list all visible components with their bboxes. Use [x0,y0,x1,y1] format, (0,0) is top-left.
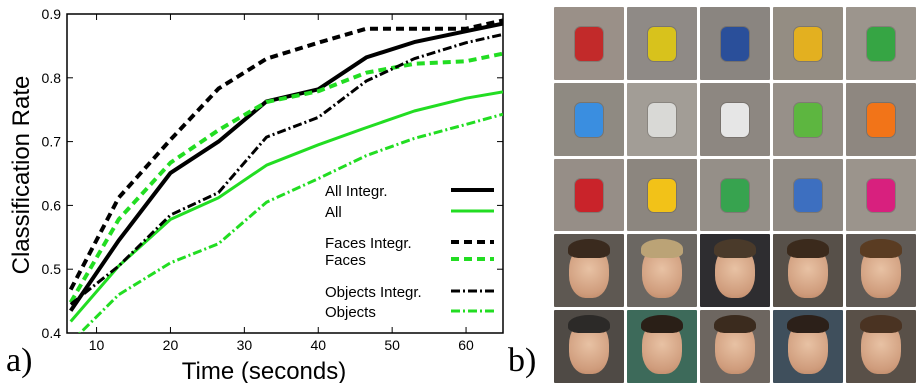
held-object-shape [794,103,822,137]
x-axis-label: Time (seconds) [182,358,346,383]
held-object-shape [794,27,822,61]
legend-label: All Integr. [325,183,388,200]
object-image-tile [627,158,697,232]
hair-shape [568,314,610,334]
face-image-tile [773,310,843,383]
object-image-tile [627,82,697,156]
held-object-shape [794,178,822,213]
legend-label: All [325,204,342,221]
y-tick-label: 0.6 [42,197,62,213]
face-image-tile [773,234,843,308]
hair-shape [568,238,610,258]
series-lines [68,18,503,333]
face-image-tile [627,310,697,383]
object-image-tile [773,7,843,80]
held-object-shape [575,27,603,61]
face-image-tile [554,310,624,383]
series-line-objects-integr [69,32,503,306]
classification-rate-chart: 10 20 30 40 50 60 0.4 0.5 0.6 0.7 0.8 0.9 All Integ… [8,6,504,383]
face-image-tile [627,234,697,308]
object-image-tile [627,7,697,80]
hair-shape [714,314,756,334]
hair-shape [787,314,829,334]
face-image-tile [846,310,916,383]
object-image-tile [846,7,916,80]
object-image-tile [700,82,770,156]
series-line-faces [68,51,503,304]
x-tick-label: 30 [237,337,253,353]
y-tick-label: 0.8 [42,70,62,86]
object-image-tile [846,82,916,156]
held-object-shape [575,178,603,213]
hair-shape [714,238,756,258]
legend-label: Objects [325,304,376,321]
hair-shape [787,238,829,258]
held-object-shape [867,27,895,61]
object-image-tile [773,82,843,156]
hair-shape [641,238,683,258]
face-image-tile [846,234,916,308]
held-object-shape [867,103,895,137]
sample-images-grid [554,7,916,383]
panel-b-label: b) [508,342,537,379]
held-object-shape [648,103,676,137]
object-image-tile [554,82,624,156]
face-image-tile [554,234,624,308]
y-tick-label: 0.4 [42,325,62,341]
x-tick-label: 20 [163,337,179,353]
held-object-shape [867,178,895,213]
object-image-tile [700,158,770,232]
hair-shape [860,314,902,334]
held-object-shape [721,103,749,137]
x-tick-label: 50 [384,337,400,353]
held-object-shape [721,27,749,61]
held-object-shape [575,103,603,137]
object-image-tile [700,7,770,80]
panel-a-label: a) [6,342,33,379]
y-tick-label: 0.5 [42,261,62,277]
face-image-tile [700,234,770,308]
y-tick-label: 0.9 [42,6,62,22]
legend-label: Objects Integr. [325,284,422,301]
hair-shape [641,314,683,334]
y-axis-label: Classification Rate [8,76,35,275]
held-object-shape [648,178,676,213]
series-line-all-integr [69,21,503,312]
series-line-faces-integr [68,18,503,291]
held-object-shape [721,178,749,213]
legend-label: Faces [325,252,366,269]
object-image-tile [554,7,624,80]
object-image-tile [846,158,916,232]
object-image-tile [773,158,843,232]
x-tick-label: 60 [458,337,474,353]
legend-label: Faces Integr. [325,235,412,252]
x-tick-label: 10 [89,337,105,353]
series-line-all [69,90,503,323]
x-tick-label: 40 [310,337,326,353]
plot-frame [66,13,504,334]
hair-shape [860,238,902,258]
face-image-tile [700,310,770,383]
axis-ticks: 10 20 30 40 50 60 0.4 0.5 0.6 0.7 0.8 0.9 [42,6,503,353]
held-object-shape [648,27,676,61]
y-tick-label: 0.7 [42,134,62,150]
legend: All Integr. All Faces Integr.Faces Objects … [325,183,494,321]
series-line-objects [78,112,503,333]
object-image-tile [554,158,624,232]
